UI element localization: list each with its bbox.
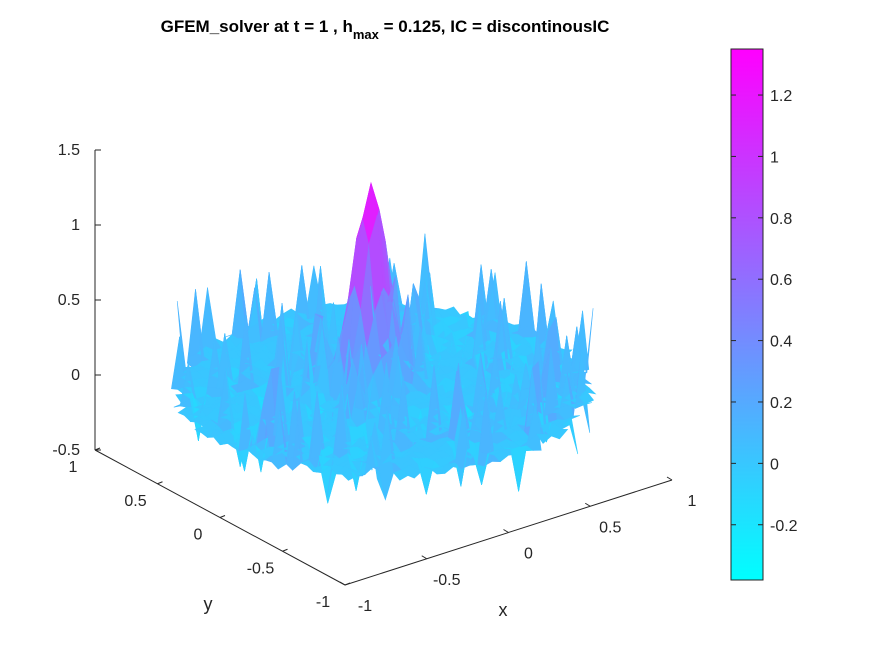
z-tick-label: -0.5 xyxy=(52,442,80,459)
y-axis-label: y xyxy=(204,594,213,614)
z-tick-label: 0 xyxy=(71,367,80,384)
x-tick-mark xyxy=(666,476,673,481)
surface-patch xyxy=(580,387,597,396)
x-tick-label: -0.5 xyxy=(433,572,461,589)
x-tick-mark xyxy=(503,529,509,533)
x-tick-label: 1 xyxy=(688,493,697,510)
surface-plot xyxy=(171,181,597,504)
x-tick-mark xyxy=(421,555,428,560)
z-tick-label: 1 xyxy=(71,217,80,234)
x-axis-label: x xyxy=(499,600,508,620)
chart-title: GFEM_solver at t = 1 , hmax = 0.125, IC … xyxy=(161,17,610,42)
y-tick-label: 0 xyxy=(194,527,203,544)
colorbar-tick-label: 0.8 xyxy=(770,211,792,228)
x-tick-label: 0 xyxy=(524,546,533,563)
y-tick-label: -1 xyxy=(316,594,330,611)
surface-patch xyxy=(578,392,595,405)
z-tick-label: 0.5 xyxy=(58,292,80,309)
colorbar-tick-label: -0.2 xyxy=(770,518,798,535)
z-tick-labels: -0.5 0 0.5 1 1.5 xyxy=(52,142,80,459)
y-tick-label: 1 xyxy=(69,459,78,476)
axes-3d xyxy=(94,150,673,586)
y-tick-label: -0.5 xyxy=(247,560,275,577)
colorbar-tick-label: 1 xyxy=(770,149,779,166)
colorbar-gradient xyxy=(730,48,764,581)
z-tick-label: 1.5 xyxy=(58,142,80,159)
y-tick-labels: -1 -0.5 0 0.5 1 xyxy=(69,459,331,611)
y-axis-line xyxy=(94,449,346,586)
x-axis-line xyxy=(344,479,673,586)
x-tick-label: 0.5 xyxy=(599,519,621,536)
colorbar-tick-label: 0 xyxy=(770,456,779,473)
y-tick-mark xyxy=(282,548,288,552)
y-tick-mark xyxy=(219,515,226,518)
y-tick-label: 0.5 xyxy=(124,493,146,510)
colorbar-tick-label: 0.6 xyxy=(770,272,792,289)
colorbar-tick-label: 0.4 xyxy=(770,334,792,351)
y-tick-mark xyxy=(94,447,101,451)
colorbar-tick-label: 1.2 xyxy=(770,88,792,105)
x-tick-labels: -1 -0.5 0 0.5 1 xyxy=(358,493,697,615)
surface-patch xyxy=(562,418,579,455)
colorbar-tick-label: 0.2 xyxy=(770,395,792,412)
x-tick-label: -1 xyxy=(358,598,372,615)
colorbar: -0.2 0 0.2 0.4 0.6 0.8 1 1.2 xyxy=(730,48,798,581)
colorbar-ticks: -0.2 0 0.2 0.4 0.6 0.8 1 1.2 xyxy=(770,88,798,535)
x-tick-mark xyxy=(584,502,591,507)
y-tick-mark xyxy=(157,481,163,485)
